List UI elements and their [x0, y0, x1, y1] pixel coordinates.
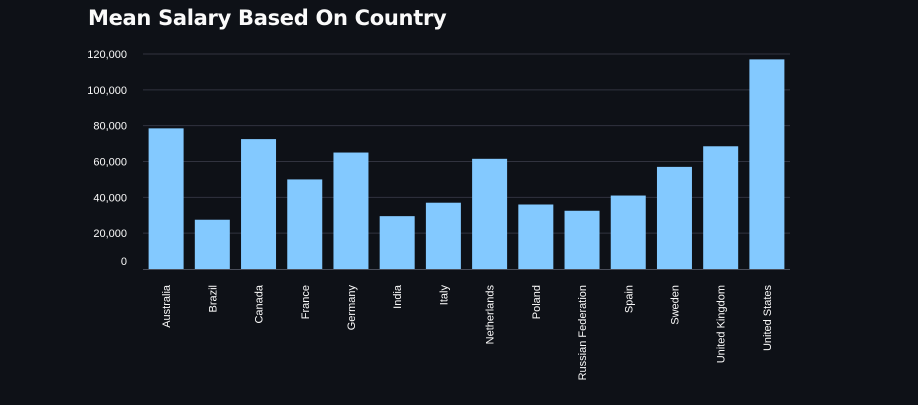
bar[interactable] [610, 195, 646, 269]
bar[interactable] [148, 128, 184, 269]
x-axis: Australia Brazil Canada France Germany India I… [161, 284, 774, 380]
bar[interactable] [194, 219, 230, 269]
bar[interactable] [425, 202, 461, 269]
bar[interactable] [472, 158, 508, 269]
bar[interactable] [333, 152, 369, 269]
bar-layer [148, 59, 785, 270]
x-tick-label: Netherlands [485, 285, 497, 345]
bar[interactable] [518, 204, 554, 270]
y-tick-label: 100,000 [87, 85, 127, 97]
bar[interactable] [379, 216, 415, 269]
x-tick-label: Poland [531, 285, 543, 319]
y-tick-label: 0 [121, 256, 127, 268]
x-tick-label: Russian Federation [577, 285, 589, 380]
x-tick-label: Sweden [669, 285, 681, 325]
x-tick-label: Brazil [207, 285, 219, 313]
y-tick-label: 80,000 [93, 121, 127, 133]
bar[interactable] [241, 139, 277, 269]
y-axis: 0 20,000 40,000 60,000 80,000 100,000 120,000 [87, 49, 127, 268]
x-tick-label: Australia [161, 284, 173, 328]
bar[interactable] [656, 166, 692, 269]
y-tick-label: 20,000 [93, 228, 127, 240]
x-tick-label: France [300, 285, 312, 319]
x-tick-label: Spain [623, 285, 635, 313]
x-tick-label: United States [762, 285, 774, 352]
y-tick-label: 40,000 [93, 192, 127, 204]
x-tick-label: Canada [254, 284, 266, 323]
bar[interactable] [287, 179, 323, 269]
y-tick-label: 60,000 [93, 157, 127, 169]
x-tick-label: United Kingdom [716, 285, 728, 363]
x-tick-label: India [392, 284, 404, 309]
chart-title: Mean Salary Based On Country [88, 6, 447, 30]
bar[interactable] [703, 146, 739, 269]
grid-layer [143, 53, 790, 270]
bar[interactable] [564, 210, 600, 269]
x-tick-label: Italy [438, 285, 450, 306]
y-tick-label: 120,000 [87, 49, 127, 61]
bar[interactable] [749, 59, 785, 269]
x-tick-label: Germany [346, 285, 358, 331]
